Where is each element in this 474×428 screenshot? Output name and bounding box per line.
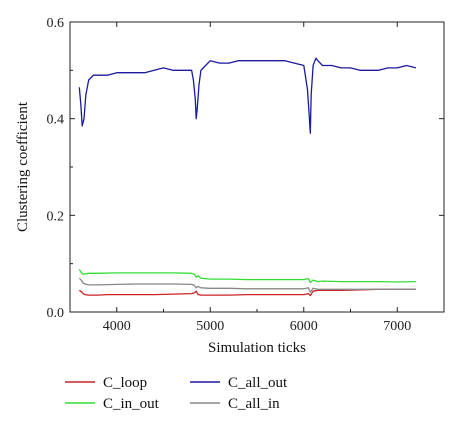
x-axis: 4000 5000 6000 7000 [69,22,445,334]
y-tick-label: 0.6 [47,16,65,31]
legend-label: C_in_out [103,396,160,412]
y-tick-label: 0.0 [47,306,65,321]
legend-label: C_loop [103,375,147,391]
series-line-c-all-in [78,277,416,293]
series-line-c-loop [78,288,416,297]
y-axis-label: Clustering coefficient [15,101,31,232]
y-tick-label: 0.4 [47,113,65,128]
x-tick-label: 4000 [103,319,131,334]
series-lines [78,57,417,297]
series-line-c-in-out [78,269,416,284]
series-line-c-all-out [78,57,417,134]
legend-label: C_all_in [228,396,280,412]
x-axis-label: Simulation ticks [208,340,306,356]
y-tick-label: 0.2 [47,209,65,224]
legend: C_loop C_all_out C_in_out C_all_in [65,375,288,412]
plot-frame [69,21,445,313]
x-tick-label: 5000 [196,319,224,334]
x-tick-label: 6000 [290,319,318,334]
legend-label: C_all_out [228,375,288,391]
x-tick-label: 7000 [383,319,411,334]
y-axis: 0.0 0.2 0.4 0.6 [47,16,444,321]
